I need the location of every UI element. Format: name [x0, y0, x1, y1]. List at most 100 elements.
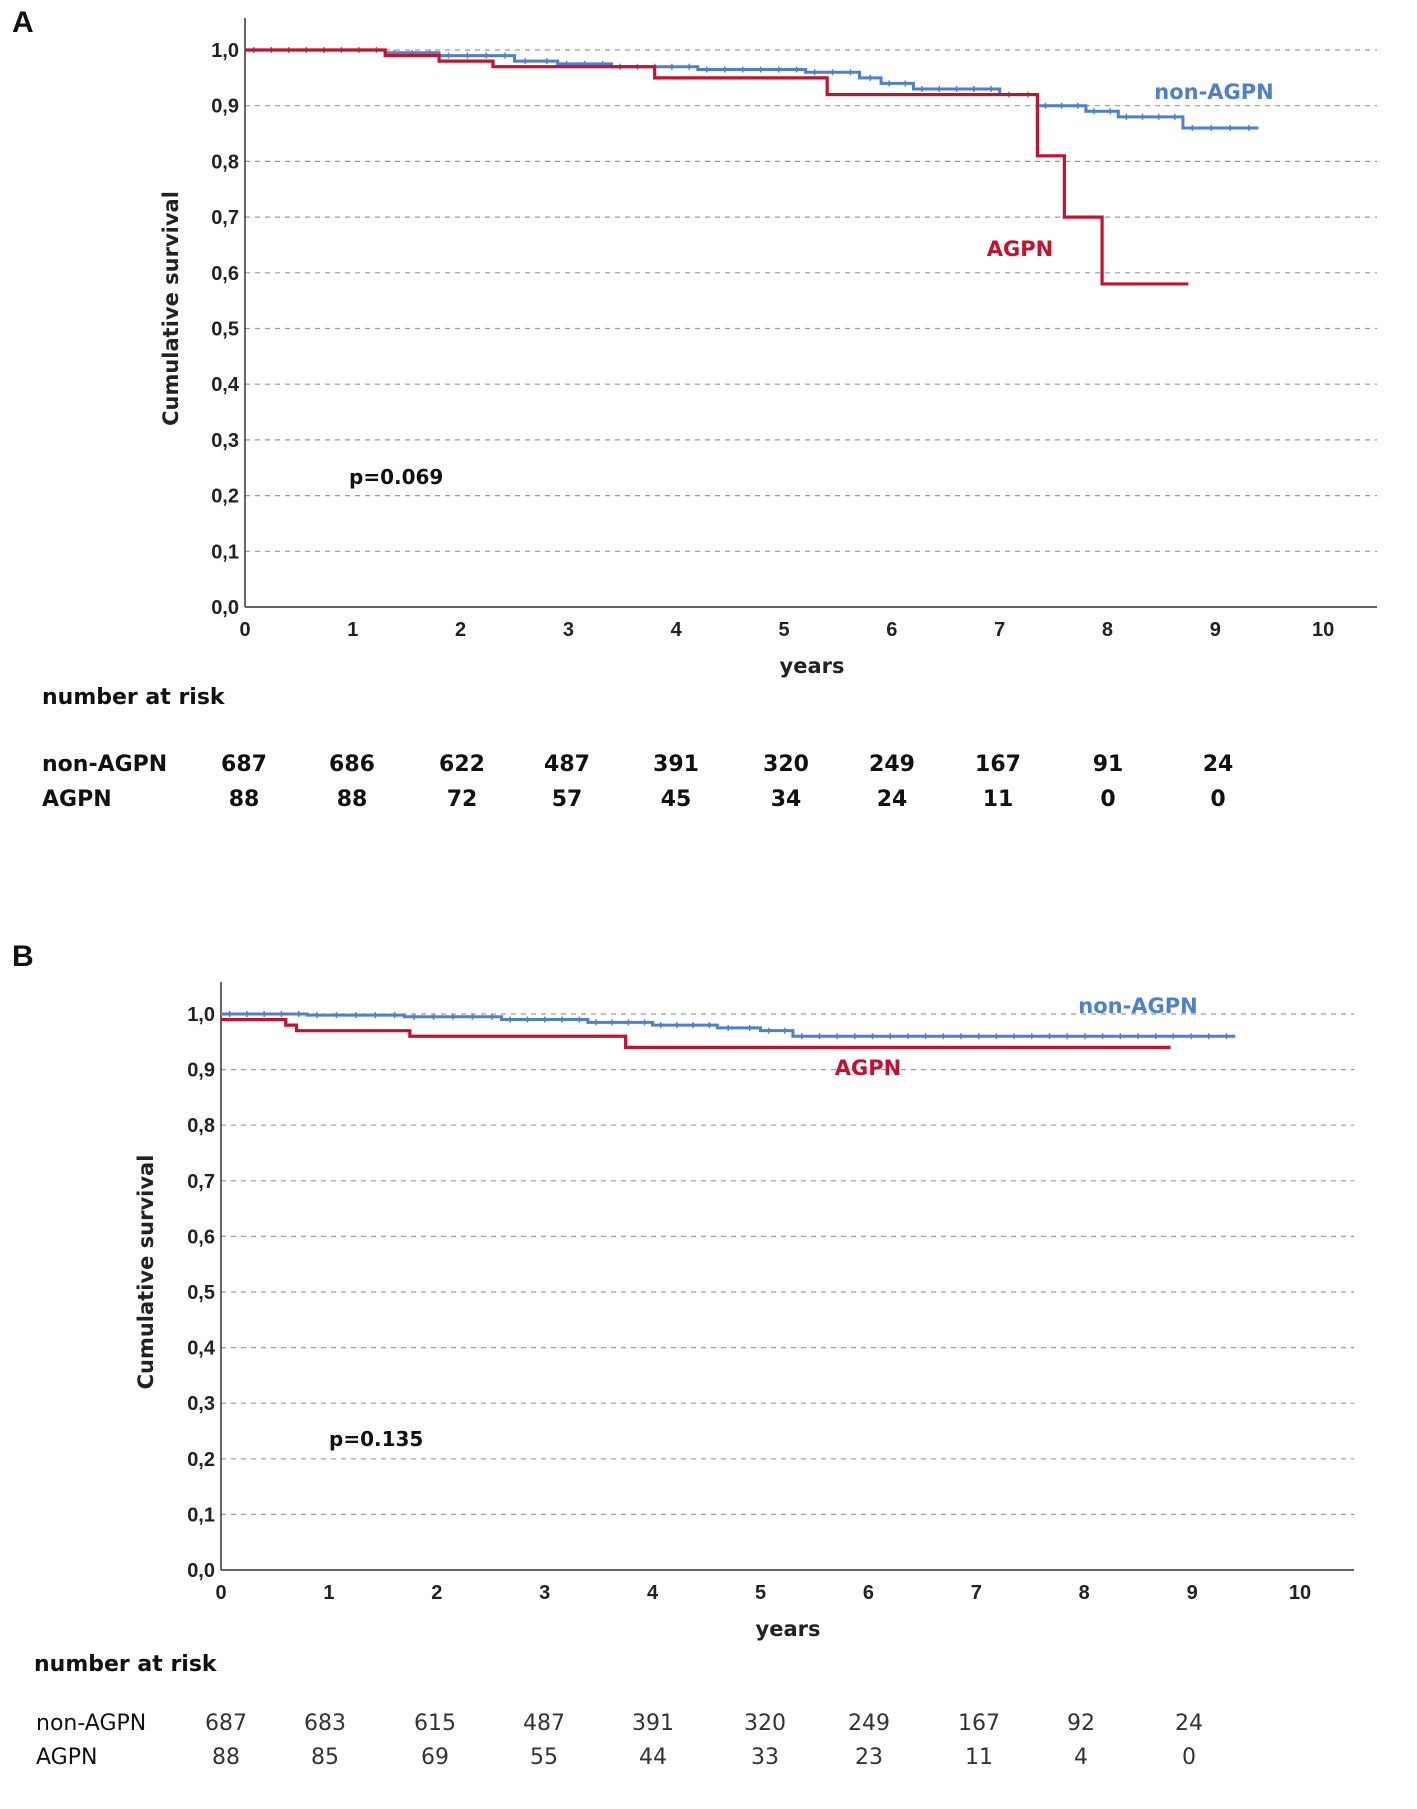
y-tick-label: 0,7 [187, 1171, 215, 1193]
risk-value: 34 [770, 787, 802, 812]
risk-value: 686 [329, 752, 375, 777]
panel-b: B 0,0 0,1 0,2 0,3 0,4 0,5 0,6 0,7 0,8 0,9 1,0 0 1 2 3 4… [0, 940, 1417, 1809]
risk-value: 85 [311, 1745, 339, 1770]
x-tick-label: 0 [215, 1582, 226, 1604]
x-tick-label: 1 [347, 619, 358, 641]
risk-value: 88 [336, 787, 368, 812]
series-label-agpn: AGPN [835, 1056, 901, 1080]
y-axis-label: Cumulative survival [159, 191, 183, 426]
y-tick-label: 0,1 [187, 1504, 215, 1526]
risk-value: 45 [660, 787, 692, 812]
risk-value: 24 [1202, 752, 1234, 777]
risk-row-label: AGPN [42, 787, 112, 812]
risk-value: 622 [439, 752, 485, 777]
x-tick-label: 8 [1102, 619, 1113, 641]
panel-letter: A [12, 6, 34, 39]
risk-value: 69 [421, 1745, 449, 1770]
x-tick-label: 9 [1210, 619, 1221, 641]
km-curve-non-agpn [245, 48, 1259, 130]
panel-letter: B [12, 940, 34, 973]
risk-value: 33 [751, 1745, 779, 1770]
y-tick-label: 0,5 [211, 319, 239, 341]
risk-value: 0 [1100, 787, 1116, 812]
risk-row-non-agpn: non-AGPN 687 683 615 487 391 320 249 167… [0, 1711, 1417, 1743]
y-tick-label: 0,4 [187, 1338, 216, 1360]
risk-value: 11 [965, 1745, 993, 1770]
x-tick-label: 3 [563, 619, 574, 641]
p-value-annotation: p=0.069 [349, 465, 443, 489]
risk-value: 24 [1175, 1711, 1203, 1736]
risk-value: 44 [639, 1745, 667, 1770]
risk-value: 4 [1074, 1745, 1088, 1770]
risk-value: 487 [523, 1711, 565, 1736]
risk-row-agpn: AGPN 88 88 72 57 45 34 24 11 0 0 [0, 787, 1417, 819]
risk-value: 615 [414, 1711, 456, 1736]
x-tick-label: 7 [994, 619, 1005, 641]
km-chart-b: 0,0 0,1 0,2 0,3 0,4 0,5 0,6 0,7 0,8 0,9 1,0 0 1 2 3 4 5 6… [134, 982, 1354, 1641]
series-label-non-agpn: non-AGPN [1078, 994, 1198, 1018]
y-tick-label: 0,1 [211, 541, 239, 563]
y-tick-label: 0,3 [211, 430, 239, 452]
series-label-agpn: AGPN [987, 237, 1053, 261]
x-tick-label: 8 [1079, 1582, 1090, 1604]
risk-row-label: non-AGPN [42, 752, 168, 777]
y-tick-label: 0,9 [211, 96, 239, 118]
risk-value: 0 [1182, 1745, 1196, 1770]
x-tick-label: 4 [671, 619, 683, 641]
risk-value: 391 [653, 752, 699, 777]
y-tick-label: 0,9 [187, 1060, 215, 1082]
y-tick-label: 0,0 [187, 1560, 215, 1582]
y-tick-label: 0,6 [211, 263, 239, 285]
risk-value: 88 [228, 787, 260, 812]
y-tick-label: 0,4 [211, 374, 240, 396]
y-tick-label: 1,0 [211, 40, 239, 62]
risk-value: 391 [632, 1711, 674, 1736]
risk-value: 687 [205, 1711, 247, 1736]
x-tick-label: 2 [431, 1582, 442, 1604]
x-tick-label: 3 [539, 1582, 550, 1604]
series-label-non-agpn: non-AGPN [1154, 80, 1274, 104]
x-tick-label: 6 [886, 619, 897, 641]
y-tick-label: 0,8 [187, 1115, 215, 1137]
risk-value: 320 [763, 752, 809, 777]
x-axis-label: years [780, 654, 845, 678]
risk-value: 487 [544, 752, 590, 777]
x-tick-label: 10 [1312, 619, 1334, 641]
x-tick-label: 5 [778, 619, 789, 641]
x-tick-label: 1 [323, 1582, 334, 1604]
risk-value: 11 [982, 787, 1014, 812]
risk-value: 92 [1067, 1711, 1095, 1736]
km-curve-agpn [221, 1017, 1171, 1049]
x-tick-label: 4 [647, 1582, 659, 1604]
x-tick-label: 7 [971, 1582, 982, 1604]
risk-row-label: AGPN [36, 1745, 98, 1770]
y-tick-label: 0,8 [211, 151, 239, 173]
y-tick-label: 0,0 [211, 597, 239, 619]
y-tick-label: 0,7 [211, 207, 239, 229]
risk-row-agpn: AGPN 88 85 69 55 44 33 23 11 4 0 [0, 1745, 1417, 1777]
x-tick-label: 5 [755, 1582, 766, 1604]
risk-value: 0 [1210, 787, 1226, 812]
x-tick-label: 10 [1289, 1582, 1311, 1604]
x-tick-label: 6 [863, 1582, 874, 1604]
risk-value: 683 [304, 1711, 346, 1736]
x-axis-label: years [756, 1617, 821, 1641]
risk-value: 57 [551, 787, 583, 812]
risk-caption: number at risk [34, 1652, 217, 1677]
risk-value: 91 [1092, 752, 1124, 777]
x-tick-label: 2 [455, 619, 466, 641]
risk-value: 23 [855, 1745, 883, 1770]
risk-value: 167 [975, 752, 1021, 777]
y-tick-label: 0,2 [211, 486, 239, 508]
y-tick-label: 1,0 [187, 1004, 215, 1026]
risk-value: 72 [446, 787, 478, 812]
y-tick-label: 0,6 [187, 1226, 215, 1248]
x-tick-label: 9 [1187, 1582, 1198, 1604]
risk-value: 687 [221, 752, 267, 777]
km-curve-non-agpn [221, 1012, 1236, 1038]
x-tick-label: 0 [239, 619, 250, 641]
risk-value: 249 [848, 1711, 890, 1736]
risk-row-non-agpn: non-AGPN 687 686 622 487 391 320 249 167… [0, 752, 1417, 784]
km-curve-agpn [245, 48, 1189, 286]
y-tick-label: 0,3 [187, 1393, 215, 1415]
